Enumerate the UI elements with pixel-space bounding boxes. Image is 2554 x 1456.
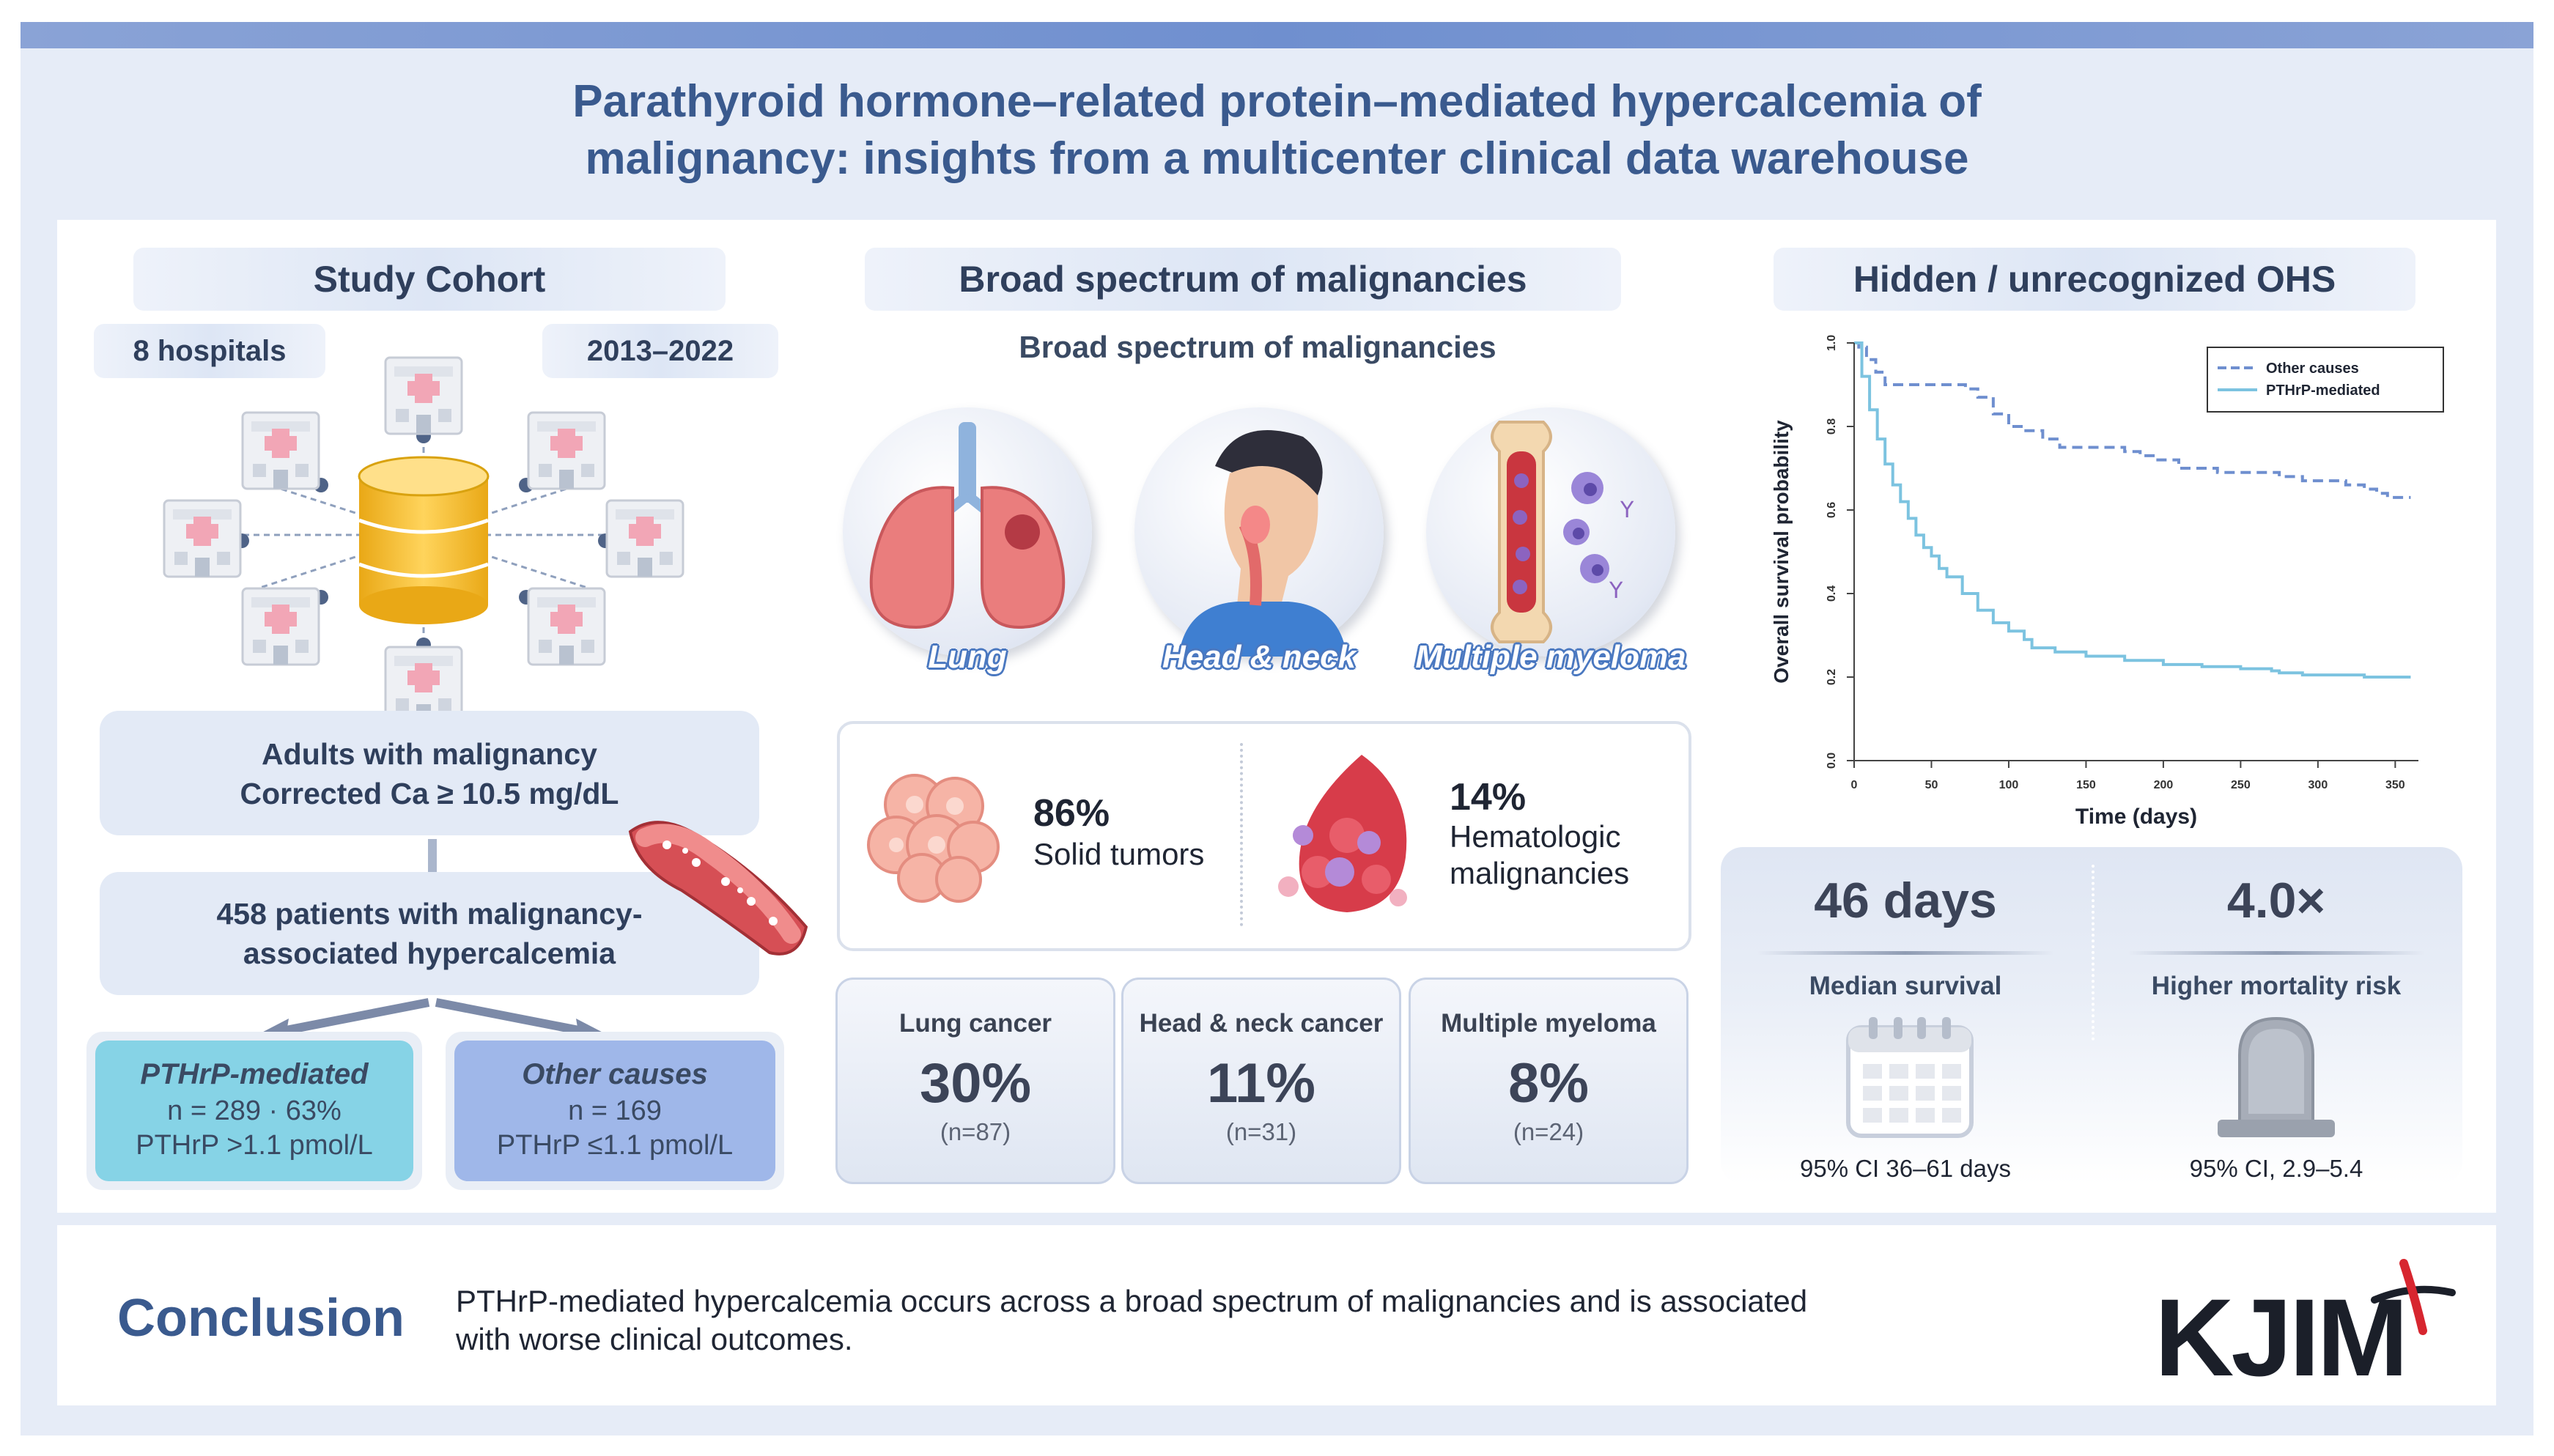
tombstone-icon [2218, 1016, 2335, 1137]
x-tick-label: 250 [2231, 779, 2251, 791]
legend-entry: PTHrP-mediated [2266, 383, 2380, 399]
criteria-line-2: Corrected Ca ≥ 10.5 mg/dL [240, 777, 619, 810]
solid-tumor-icon [867, 774, 1000, 903]
lung-circle [843, 407, 1092, 657]
organ-label-head-neck: Head & neck [1162, 639, 1357, 675]
pthrp-group-box: PTHrP-mediated n = 289 · 63% PTHrP >1.1 … [86, 1032, 422, 1190]
pthrp-group-count: n = 289 · 63% [167, 1095, 342, 1126]
cancer-pct: 8% [1508, 1052, 1589, 1115]
journal-logo-text: KJIM [2155, 1276, 2408, 1399]
cancer-count: (n=87) [940, 1118, 1011, 1145]
journal-logo: KJIM [2155, 1259, 2477, 1400]
other-causes-group-box: Other causes n = 169 PTHrP ≤1.1 pmol/L [446, 1032, 784, 1190]
risk-underline [2128, 951, 2424, 955]
lung-icon [869, 422, 1066, 629]
median-underline [1757, 951, 2053, 955]
other-group-criteria: PTHrP ≤1.1 pmol/L [496, 1130, 734, 1161]
chart-legend-box [2207, 347, 2444, 413]
conclusion-heading: Conclusion [117, 1289, 405, 1348]
x-tick-label: 200 [2154, 779, 2174, 791]
years-tag: 2013–2022 [542, 324, 778, 378]
y-tick-label: 0.2 [1826, 669, 1838, 685]
survival-curve-other-causes [1854, 341, 2411, 499]
conclusion-line-2: with worse clinical outcomes. [456, 1322, 853, 1356]
calendar-icon [1846, 1017, 1974, 1138]
pthrp-group-criteria: PTHrP >1.1 pmol/L [136, 1130, 373, 1161]
bone-marrow-icon: Y Y [1491, 421, 1634, 643]
logo-cross-mark [2371, 1259, 2456, 1335]
cancer-card-head-neck: Head & neck cancer 11% (n=31) [1121, 978, 1401, 1184]
x-tick-label: 50 [1925, 779, 1938, 791]
cancer-name: Multiple myeloma [1441, 1009, 1656, 1038]
database-icon [358, 456, 490, 624]
legend-entry: Other causes [2266, 361, 2359, 377]
x-axis-label: Time (days) [2075, 805, 2197, 829]
cancer-name: Head & neck cancer [1139, 1009, 1384, 1038]
spectrum-header: Broad spectrum of malignancies [865, 248, 1621, 311]
y-tick-label: 0.8 [1826, 418, 1838, 435]
hematologic-icon [1278, 755, 1407, 912]
head-neck-circle [1134, 407, 1384, 657]
y-axis-label: Overall survival probability [1770, 420, 1793, 684]
ohs-stats-divider [2092, 865, 2094, 1041]
survival-chart: 0 50 100 150 200 250 300 350 0.0 0.2 0.4 0.6 0.8 1.0 T… [1770, 335, 2444, 829]
median-survival-label: Median survival [1809, 972, 2002, 1000]
y-tick-label: 1.0 [1826, 335, 1838, 351]
other-group-title: Other causes [522, 1058, 708, 1090]
blood-vessel-icon [628, 821, 808, 956]
cancer-card-lung: Lung cancer 30% (n=87) [835, 978, 1115, 1184]
page-title: Parathyroid hormone–related protein–medi… [0, 73, 2554, 188]
x-tick-label: 100 [1999, 779, 2019, 791]
inclusion-criteria-box: Adults with malignancy Corrected Ca ≥ 10… [100, 711, 759, 835]
mortality-risk-label: Higher mortality risk [2151, 972, 2402, 1000]
survival-curve-pthrp-mediated [1854, 341, 2411, 679]
x-tick-label: 0 [1851, 779, 1858, 791]
cancer-count: (n=31) [1225, 1118, 1297, 1145]
pthrp-group-title: PTHrP-mediated [140, 1058, 369, 1090]
cancer-count: (n=24) [1513, 1118, 1584, 1145]
criteria-line-1: Adults with malignancy [262, 737, 597, 771]
y-tick-label: 0.0 [1826, 753, 1838, 769]
x-tick-label: 350 [2385, 779, 2405, 791]
title-line-1: Parathyroid hormone–related protein–medi… [572, 76, 1982, 127]
x-tick-label: 150 [2076, 779, 2096, 791]
solid-tumor-pct: 86% [1033, 792, 1110, 835]
organ-label-lung: Lung [928, 639, 1007, 675]
patients-box: 458 patients with malignancy- associated… [100, 872, 759, 995]
conclusion-line-1: PTHrP-mediated hypercalcemia occurs acro… [456, 1284, 1808, 1318]
svg-text:Y: Y [1620, 498, 1634, 523]
cancer-card-myeloma: Multiple myeloma 8% (n=24) [1409, 978, 1688, 1184]
median-survival-value: 46 days [1814, 873, 1997, 928]
median-survival-ci: 95% CI 36–61 days [1799, 1155, 2012, 1182]
title-line-2: malignancy: insights from a multicenter … [585, 133, 1969, 184]
x-tick-label: 300 [2308, 779, 2328, 791]
y-tick-label: 0.6 [1826, 502, 1838, 518]
hospital-network-diagram [163, 356, 684, 725]
hematologic-label-1: Hematologic [1450, 819, 1621, 854]
hematologic-label-2: malignancies [1450, 856, 1630, 890]
mortality-risk-ci: 95% CI, 2.9–5.4 [2189, 1155, 2363, 1182]
solid-tumor-label: Solid tumors [1033, 837, 1205, 871]
head-neck-icon [1178, 430, 1347, 657]
svg-text:Y: Y [1609, 578, 1623, 604]
cancer-pct: 30% [919, 1052, 1032, 1115]
study-cohort-header: Study Cohort [133, 248, 726, 311]
y-tick-label: 0.4 [1826, 585, 1838, 602]
patients-line-2: associated hypercalcemia [243, 936, 616, 970]
spectrum-subheader: Broad spectrum of malignancies [1019, 330, 1496, 364]
ohs-header: Hidden / unrecognized OHS [1774, 248, 2415, 311]
cancer-name: Lung cancer [898, 1009, 1052, 1038]
patients-line-1: 458 patients with malignancy- [216, 897, 643, 931]
mortality-risk-value: 4.0× [2226, 873, 2326, 928]
other-group-count: n = 169 [568, 1095, 662, 1126]
organ-label-myeloma: Multiple myeloma [1415, 639, 1686, 675]
tumor-divider [1240, 743, 1243, 926]
myeloma-circle: Y Y [1426, 407, 1675, 657]
hematologic-pct: 14% [1450, 776, 1527, 818]
conclusion-panel [57, 1225, 2496, 1405]
top-accent-bar [21, 22, 2533, 48]
cancer-pct: 11% [1207, 1052, 1315, 1115]
hospitals-tag: 8 hospitals [94, 324, 325, 378]
